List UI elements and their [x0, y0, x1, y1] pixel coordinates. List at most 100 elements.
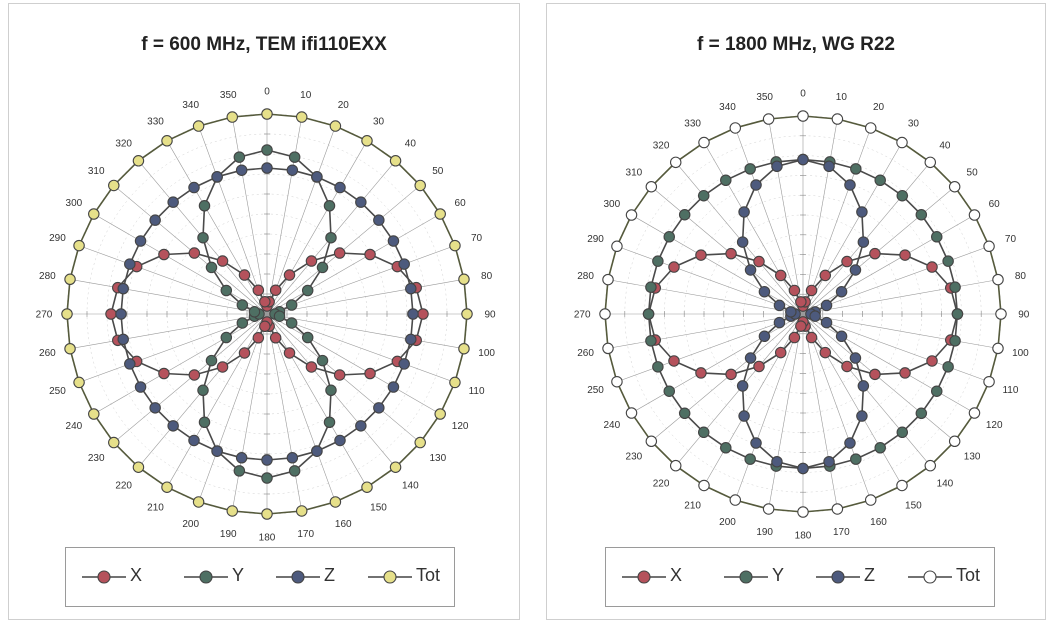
chart-legend: X Y Z Tot [65, 547, 455, 607]
data-point-z [758, 330, 771, 343]
data-point-tot [61, 308, 73, 320]
data-point-tot [434, 208, 446, 220]
data-point-x [926, 355, 938, 367]
data-point-x [841, 360, 853, 373]
spoke [266, 313, 336, 503]
angle-tick-label: 40 [939, 140, 951, 151]
data-point-tot [948, 435, 961, 448]
data-point-x [841, 255, 853, 268]
data-point-z [407, 308, 419, 320]
angle-tick-label: 0 [264, 87, 270, 98]
data-point-tot [611, 240, 623, 253]
data-point-z [405, 282, 417, 295]
angle-tick-label: 270 [574, 310, 591, 321]
data-point-z [820, 316, 833, 329]
data-point-tot [461, 308, 473, 320]
data-point-z [744, 264, 757, 276]
angle-tick-label: 340 [182, 100, 199, 111]
spoke [78, 313, 268, 383]
data-point-x [259, 320, 271, 333]
spoke [231, 313, 268, 512]
data-point-z [211, 171, 223, 183]
data-point-z [211, 445, 223, 457]
data-point-x [795, 320, 807, 332]
data-point-x [238, 269, 251, 281]
data-point-y [285, 299, 298, 311]
data-point-x [774, 269, 787, 282]
data-point-tot [88, 408, 100, 420]
angle-tick-label: 240 [66, 421, 83, 432]
data-point-tot [831, 113, 844, 125]
data-point-x [364, 367, 376, 380]
data-point-tot [295, 505, 308, 517]
data-point-y [951, 308, 964, 320]
angle-tick-label: 20 [338, 100, 350, 111]
data-point-tot [995, 308, 1007, 320]
legend-dot [831, 570, 845, 584]
angle-tick-label: 250 [587, 385, 604, 396]
data-point-z [844, 437, 856, 449]
data-point-z [835, 285, 848, 298]
angle-tick-label: 130 [429, 453, 446, 464]
data-point-x [869, 247, 881, 260]
data-point-y [288, 151, 301, 163]
data-point-tot [625, 209, 638, 221]
data-point-tot [414, 436, 426, 449]
angle-tick-label: 120 [986, 420, 1003, 431]
spoke [768, 118, 804, 315]
data-point-x [269, 332, 282, 344]
angle-tick-label: 80 [1015, 271, 1027, 282]
data-point-y [261, 472, 273, 484]
legend-marker [184, 570, 228, 584]
data-point-x [668, 261, 680, 273]
data-point-z [398, 358, 410, 370]
data-point-x [283, 347, 296, 359]
data-point-y [198, 199, 211, 212]
data-point-y [697, 189, 710, 202]
data-point-x [899, 249, 911, 261]
spoke [266, 313, 441, 415]
data-point-x [364, 248, 376, 261]
data-point-y [323, 416, 336, 429]
data-point-y [720, 174, 732, 187]
data-point-x [158, 248, 170, 261]
data-point-y [248, 306, 261, 318]
spoke [266, 140, 368, 315]
data-point-x [795, 296, 807, 308]
polar-plot: 0 10 20 30 40 50 60 70 80 90 100 110 120 130 140 150 160… [36, 87, 496, 544]
data-point-x [105, 308, 117, 320]
data-point-z [311, 445, 323, 457]
data-point-tot [729, 494, 742, 506]
data-point-tot [611, 375, 623, 388]
angle-tick-label: 50 [432, 166, 444, 177]
spoke [607, 313, 804, 349]
data-point-z [736, 380, 749, 392]
data-point-tot [924, 459, 937, 472]
data-point-z [856, 410, 868, 422]
data-point-z [355, 196, 367, 208]
data-point-tot [361, 135, 373, 147]
data-point-x [753, 360, 765, 373]
angle-tick-label: 140 [937, 479, 954, 490]
data-point-x [725, 368, 737, 381]
data-point-y [678, 208, 691, 221]
data-point-y [197, 231, 209, 244]
angle-tick-label: 210 [147, 503, 164, 514]
legend-dot [199, 570, 213, 584]
data-point-y [915, 208, 928, 221]
legend-label: Y [772, 565, 785, 585]
data-point-tot [64, 273, 76, 286]
data-point-y [652, 361, 664, 373]
spoke [802, 245, 990, 315]
data-point-x [305, 255, 318, 267]
data-point-tot [762, 503, 775, 515]
spoke [266, 125, 336, 315]
spoke [802, 313, 838, 510]
data-point-z [771, 160, 783, 173]
data-point-x [774, 346, 787, 359]
angle-tick-label: 280 [39, 271, 56, 282]
data-point-z [785, 306, 797, 318]
data-point-z [797, 153, 809, 166]
data-point-x [753, 255, 765, 268]
spoke [734, 127, 804, 315]
